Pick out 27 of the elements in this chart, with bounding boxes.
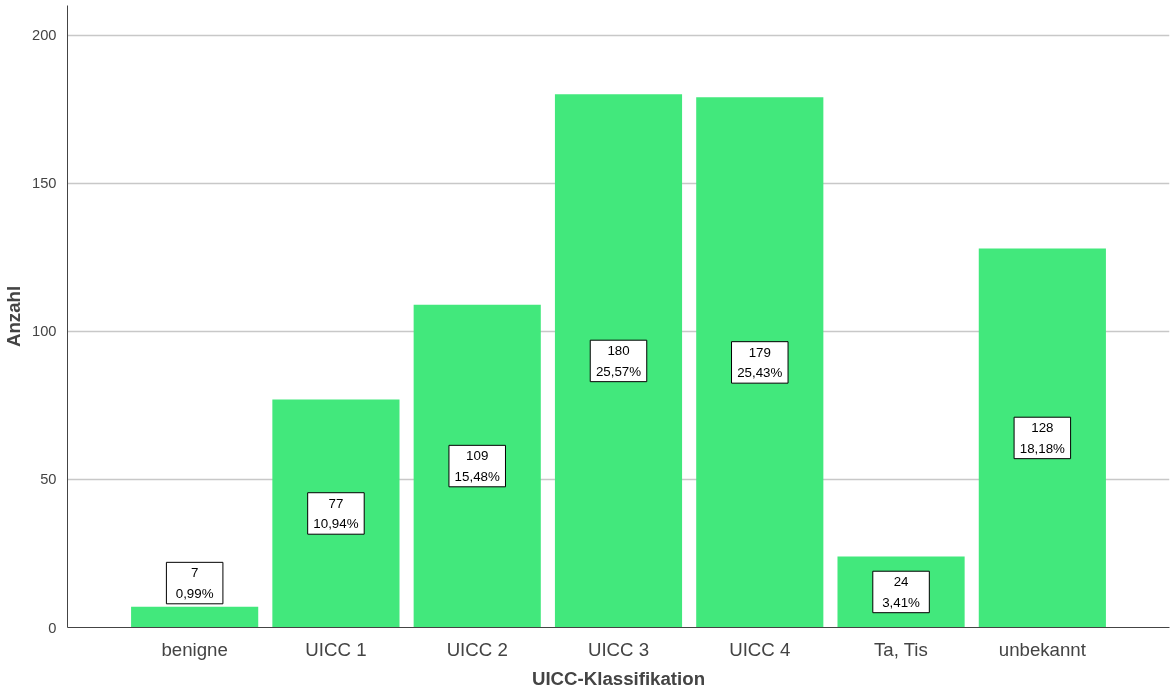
bar [554,94,683,628]
y-tick-label: 100 [32,323,57,340]
bar [413,304,541,628]
x-tick-label: unbekannt [998,638,1087,660]
y-tick-label: 0 [48,619,57,636]
x-tick-label: UICC 2 [446,638,508,660]
text: 109 15,48% [454,448,500,484]
y-tick-label: 50 [40,471,57,488]
bar [696,97,824,628]
x-tick-label: UICC 4 [729,638,791,660]
x-axis-title: UICC-Klassifikation [531,667,706,689]
text: 128 18,18% [1019,420,1065,456]
y-axis-title: Anzahl [3,285,25,348]
text: 77 10,94% [313,495,359,532]
y-tick-label: 150 [32,175,57,192]
text: 24 3,41% [882,574,920,610]
x-tick-label: UICC 1 [305,638,367,660]
text: 180 25,57% [595,343,642,379]
text: 179 25,43% [737,344,783,381]
x-tick-label: Ta, Tis [873,638,928,660]
bar [978,248,1106,628]
bar [131,606,259,628]
text: 7 0,99% [175,565,214,601]
x-tick-label: benigne [161,638,228,660]
bar [272,399,400,628]
y-tick-label: 200 [32,27,57,44]
x-tick-label: UICC 3 [587,638,650,660]
